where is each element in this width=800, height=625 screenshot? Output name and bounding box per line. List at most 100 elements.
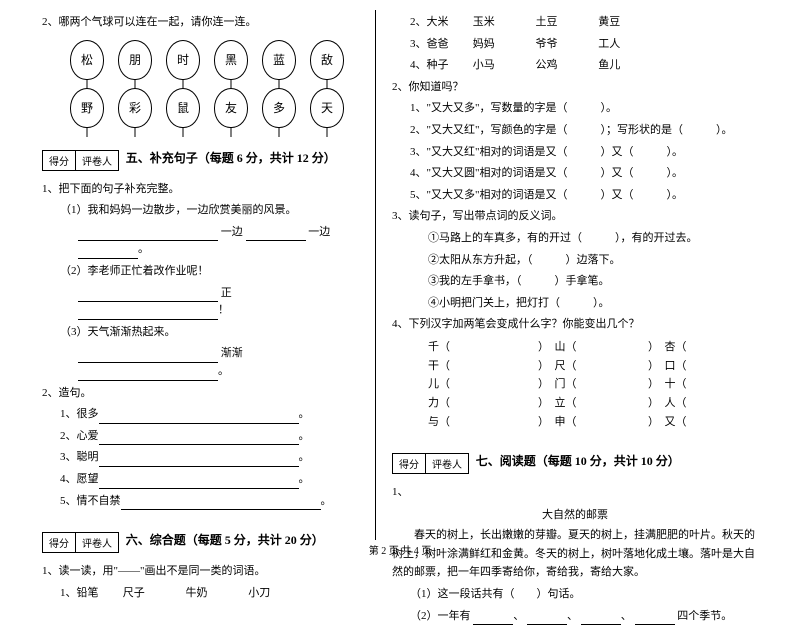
blank[interactable] [635, 613, 675, 625]
char-row: 千（ ） 山（ ） 杏（ [428, 338, 758, 357]
page-container: 2、哪两个气球可以连在一起，请你连一连。 松 朋 时 黑 蓝 敌 野 彩 鼠 友… [0, 0, 800, 540]
char-cell: 力（ [428, 394, 538, 413]
word: 公鸡 [536, 57, 596, 75]
word: 小马 [473, 57, 533, 75]
text: 4、愿望 [60, 473, 99, 485]
blank[interactable] [99, 412, 299, 424]
word: 尺子 [123, 585, 183, 603]
s6-q2-1: 1、"又大又多"，写数量的字是（ ）。 [392, 100, 758, 118]
s6-q1-1: 1、铅笔 尺子 牛奶 小刀 [42, 585, 359, 603]
s6-q3-4: ④小明把门关上，把灯打（ ）。 [392, 295, 758, 313]
char-cell: ） 口（ [648, 357, 758, 376]
score-box: 得分 评卷人 [42, 150, 119, 171]
blank[interactable] [78, 247, 138, 259]
balloon-row-2: 野 彩 鼠 友 多 天 [70, 88, 359, 128]
blank[interactable] [78, 308, 218, 320]
blank[interactable] [246, 229, 306, 241]
blank[interactable] [581, 613, 621, 625]
text: 四个季节。 [677, 610, 732, 622]
word: 3、爸爸 [410, 36, 470, 54]
char-cell: ） 尺（ [538, 357, 648, 376]
word: 1、铅笔 [60, 585, 120, 603]
blank[interactable] [99, 477, 299, 489]
blank[interactable] [99, 455, 299, 467]
char-cell: ） 申（ [538, 413, 648, 432]
balloon: 彩 [118, 88, 152, 128]
char-row: 力（ ） 立（ ） 人（ [428, 394, 758, 413]
char-cell: ） 人（ [648, 394, 758, 413]
blank[interactable] [78, 229, 218, 241]
char-cell: 与（ [428, 413, 538, 432]
word: 黄豆 [598, 14, 658, 32]
balloon: 多 [262, 88, 296, 128]
s6-q3-3: ③我的左手拿书，（ ）手拿笔。 [392, 273, 758, 291]
blank[interactable] [527, 613, 567, 625]
section-7-header: 得分 评卷人 七、阅读题（每题 10 分，共计 10 分） [392, 443, 758, 478]
char-table: 千（ ） 山（ ） 杏（ 干（ ） 尺（ ） 口（ 儿（ ） 门（ ） 十（ 力… [428, 338, 758, 431]
s5-q1-1-blank: 一边 一边 。 [42, 224, 359, 259]
s6-q3: 3、读句子，写出带点词的反义词。 [392, 208, 758, 226]
char-cell: ） 又（ [648, 413, 758, 432]
balloon: 野 [70, 88, 104, 128]
section-6-title: 六、综合题（每题 5 分，共计 20 分） [126, 531, 324, 548]
s5-q1-3: （3）天气渐渐热起来。 [42, 324, 359, 342]
s5-q2: 2、造句。 [42, 385, 359, 403]
s7-q1: 1、 [392, 484, 758, 502]
q2-header: 2、哪两个气球可以连在一起，请你连一连。 [42, 14, 359, 32]
balloon: 友 [214, 88, 248, 128]
s6-q2-5: 5、"又大又多"相对的词语是又（ ）又（ ）。 [392, 187, 758, 205]
grader-label: 评卷人 [76, 151, 118, 170]
reading-title: 大自然的邮票 [392, 506, 758, 522]
reading-paragraph: 春天的树上，长出嫩嫩的芽瓣。夏天的树上，挂满肥肥的叶片。秋天的树上，树叶涂满鲜红… [392, 526, 758, 582]
text: 正 [221, 287, 232, 299]
s6-q3-1: ①马路上的车真多，有的开过（ ），有的开过去。 [392, 230, 758, 248]
blank[interactable] [78, 369, 218, 381]
section-7-title: 七、阅读题（每题 10 分，共计 10 分） [476, 452, 680, 469]
s6-q2: 2、你知道吗？ [392, 79, 758, 97]
balloon: 鼠 [166, 88, 200, 128]
word: 小刀 [248, 585, 308, 603]
score-label: 得分 [393, 454, 426, 473]
s5-q1-2: （2）李老师正忙着改作业呢！ [42, 263, 359, 281]
blank[interactable] [78, 290, 218, 302]
word: 妈妈 [473, 36, 533, 54]
blank[interactable] [473, 613, 513, 625]
grader-label: 评卷人 [76, 533, 118, 552]
right-column: 2、大米 玉米 土豆 黄豆 3、爸爸 妈妈 爷爷 工人 4、种子 小马 公鸡 鱼… [380, 10, 770, 540]
s5-q2-2: 2、心爱。 [42, 428, 359, 446]
text: （2）一年有 [410, 610, 471, 622]
s5-q2-3: 3、聪明。 [42, 449, 359, 467]
char-cell: ） 立（ [538, 394, 648, 413]
char-cell: ） 十（ [648, 375, 758, 394]
column-divider [375, 10, 376, 540]
balloon: 松 [70, 40, 104, 80]
text: 一边 [221, 226, 243, 238]
word: 4、种子 [410, 57, 470, 75]
blank[interactable] [121, 498, 321, 510]
word: 鱼儿 [598, 57, 658, 75]
blank[interactable] [99, 433, 299, 445]
section-5-header: 得分 评卷人 五、补充句子（每题 6 分，共计 12 分） [42, 140, 359, 175]
char-row: 干（ ） 尺（ ） 口（ [428, 357, 758, 376]
balloon-row-1: 松 朋 时 黑 蓝 敌 [70, 40, 359, 80]
s5-q1-2-blank: 正 ！ [42, 285, 359, 320]
s5-q2-5: 5、情不自禁。 [42, 493, 359, 511]
char-cell: 儿（ [428, 375, 538, 394]
word: 土豆 [536, 14, 596, 32]
score-label: 得分 [43, 533, 76, 552]
text: 1、很多 [60, 408, 99, 420]
s6-q4: 4、下列汉字加两笔会变成什么字？你能变出几个？ [392, 316, 758, 334]
char-cell: ） 杏（ [648, 338, 758, 357]
s6-q2-2: 2、"又大又红"，写颜色的字是（ ）；写形状的是（ ）。 [392, 122, 758, 140]
char-cell: ） 山（ [538, 338, 648, 357]
s5-q1-3-blank: 渐渐 。 [42, 345, 359, 380]
r-row-3: 3、爸爸 妈妈 爷爷 工人 [392, 36, 758, 54]
s5-q1-1: （1）我和妈妈一边散步，一边欣赏美丽的风景。 [42, 202, 359, 220]
text: 一边 [308, 226, 330, 238]
section-5-title: 五、补充句子（每题 6 分，共计 12 分） [126, 149, 336, 166]
blank[interactable] [78, 351, 218, 363]
char-row: 与（ ） 申（ ） 又（ [428, 413, 758, 432]
balloon: 敌 [310, 40, 344, 80]
word: 工人 [598, 36, 658, 54]
score-box: 得分 评卷人 [392, 453, 469, 474]
